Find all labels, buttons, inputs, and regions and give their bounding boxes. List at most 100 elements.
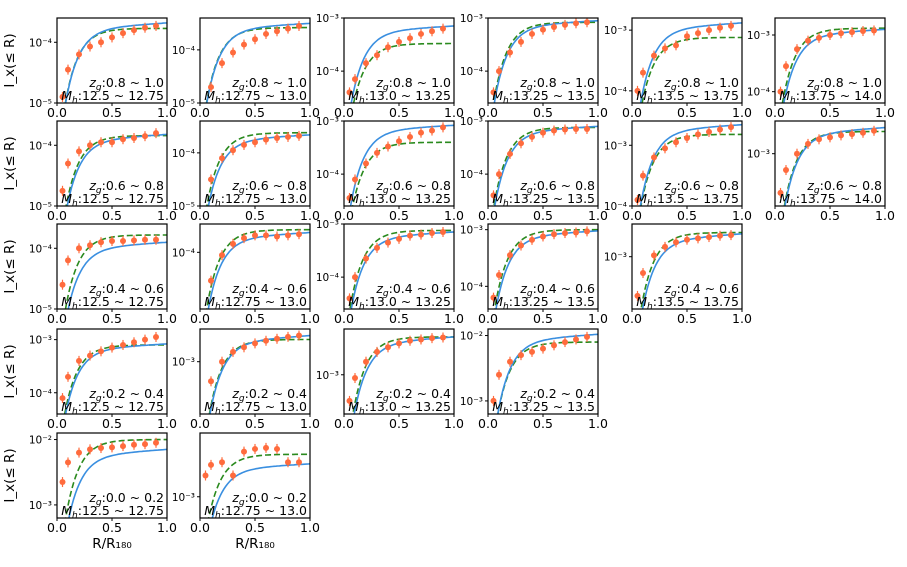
x-tick-label: 0.5: [677, 105, 697, 120]
data-point: [120, 30, 126, 37]
panel-2-2: 0.0 0.5 1.0 10⁻³ 10⁻⁴ zg:0.4 ~ 0.6Mh:13.0 ~ 1…: [316, 219, 464, 326]
data-point: [131, 339, 137, 346]
x-tick-label: 1.0: [732, 208, 752, 223]
x-tick-label: 0.0: [334, 105, 354, 120]
panel-label: zg:0.8 ~ 1.0: [231, 75, 307, 93]
data-point: [418, 30, 424, 37]
data-point: [777, 88, 784, 95]
data-point: [98, 445, 104, 452]
data-point: [860, 129, 866, 136]
y-tick-label: 10⁻⁴: [747, 87, 770, 99]
data-point: [440, 228, 446, 235]
panel-0-2: 0.0 0.5 1.0 10⁻³ 10⁻⁴ zg:0.8 ~ 1.0Mh:13.0 ~ 1…: [316, 13, 464, 120]
panel-label: Mh:12.5 ~ 12.75: [61, 399, 164, 417]
data-point: [551, 127, 557, 134]
data-point: [241, 448, 247, 455]
y-axis-label: I_x(≤ R): [2, 239, 18, 293]
x-tick-label: 1.0: [300, 311, 320, 326]
data-point: [706, 27, 712, 34]
y-tick-label: 10⁻⁴: [604, 201, 627, 213]
data-point: [274, 233, 280, 240]
data-point: [285, 133, 291, 140]
data-point: [120, 136, 126, 143]
x-tick-label: 0.5: [389, 311, 409, 326]
data-point: [540, 26, 546, 33]
data-point: [65, 66, 71, 73]
data-point: [65, 257, 71, 264]
data-point: [131, 27, 137, 34]
x-axis-label: R/R₁₈₀: [235, 536, 275, 552]
panel-label: Mh:12.5 ~ 12.75: [61, 294, 164, 312]
data-point: [285, 232, 291, 239]
data-point: [219, 358, 225, 365]
y-tick-label: 10⁻³: [172, 357, 195, 369]
data-point: [816, 136, 822, 143]
data-point: [385, 344, 391, 351]
data-point: [634, 87, 641, 94]
y-tick-label: 10⁻⁴: [172, 247, 195, 259]
x-tick-label: 0.0: [478, 208, 498, 223]
data-point: [849, 29, 855, 36]
data-point: [407, 35, 413, 42]
y-tick-label: 10⁻²: [29, 435, 52, 447]
model-solid-line: [784, 126, 885, 206]
panel-label: Mh:12.5 ~ 12.75: [61, 191, 164, 209]
data-point: [562, 21, 568, 28]
data-point: [440, 334, 446, 341]
data-point: [142, 236, 148, 243]
panel-label: Mh:12.75 ~ 13.0: [204, 399, 307, 417]
panel-0-4: 0.0 0.5 1.0 10⁻³ 10⁻⁴ zg:0.8 ~ 1.0Mh:13.5 ~ 1…: [604, 17, 752, 120]
model-dashed-line: [640, 231, 742, 309]
data-point: [407, 133, 413, 140]
y-tick-label: 10⁻⁴: [316, 169, 339, 181]
x-tick-label: 0.0: [334, 208, 354, 223]
data-point: [429, 127, 435, 134]
x-tick-label: 0.5: [245, 105, 265, 120]
panel-label: zg:0.0 ~ 0.2: [231, 490, 307, 508]
panel-label: Mh:13.75 ~ 14.0: [779, 88, 882, 106]
model-dashed-line: [64, 438, 167, 518]
panel-label: zg:0.6 ~ 0.8: [231, 178, 307, 196]
y-tick-label: 10⁻³: [604, 25, 627, 37]
data-point: [230, 472, 236, 479]
data-point: [794, 46, 800, 53]
x-tick-label: 1.0: [157, 208, 177, 223]
data-point: [241, 141, 247, 148]
x-tick-label: 0.0: [622, 105, 642, 120]
data-point: [120, 341, 126, 348]
panel-4-0: 0.0 0.5 1.0 10⁻² 10⁻³ zg:0.0 ~ 0.2Mh:12.5 ~ 1…: [29, 432, 177, 535]
data-point: [241, 41, 247, 48]
y-tick-label: 10⁻³: [460, 396, 483, 408]
panel-label: zg:0.4 ~ 0.6: [519, 281, 595, 299]
y-tick-label: 10⁻²: [460, 331, 483, 343]
y-tick-label: 10⁻⁴: [29, 37, 52, 49]
model-dashed-line: [493, 228, 598, 309]
data-point: [263, 444, 269, 451]
data-point: [673, 239, 679, 246]
data-point: [219, 60, 225, 67]
x-tick-label: 0.0: [190, 208, 210, 223]
data-point: [87, 446, 93, 453]
data-point: [59, 93, 66, 100]
data-point: [529, 133, 535, 140]
data-point: [59, 395, 66, 402]
data-point: [706, 234, 712, 241]
y-tick-label: 10⁻³: [316, 116, 339, 128]
data-point: [263, 337, 269, 344]
data-point: [87, 352, 93, 359]
data-point: [551, 342, 557, 349]
data-point: [65, 160, 71, 167]
panel-1-5: 0.0 0.5 1.0 10⁻³ zg:0.6 ~ 0.8Mh:13.75 ~ 14.0: [747, 120, 895, 223]
data-point: [76, 357, 82, 364]
data-point: [540, 345, 546, 352]
data-point: [418, 336, 424, 343]
data-point: [208, 461, 214, 468]
panel-0-3: 0.0 0.5 1.0 10⁻³ 10⁻⁴ zg:0.8 ~ 1.0Mh:13.25 ~ …: [460, 13, 608, 120]
panel-label: Mh:13.25 ~ 13.5: [492, 399, 595, 417]
data-point: [296, 22, 302, 29]
model-dashed-line: [492, 21, 598, 103]
y-tick-label: 10⁻³: [604, 252, 627, 264]
x-tick-label: 0.0: [478, 416, 498, 431]
data-point: [230, 49, 236, 56]
data-point: [352, 176, 358, 183]
